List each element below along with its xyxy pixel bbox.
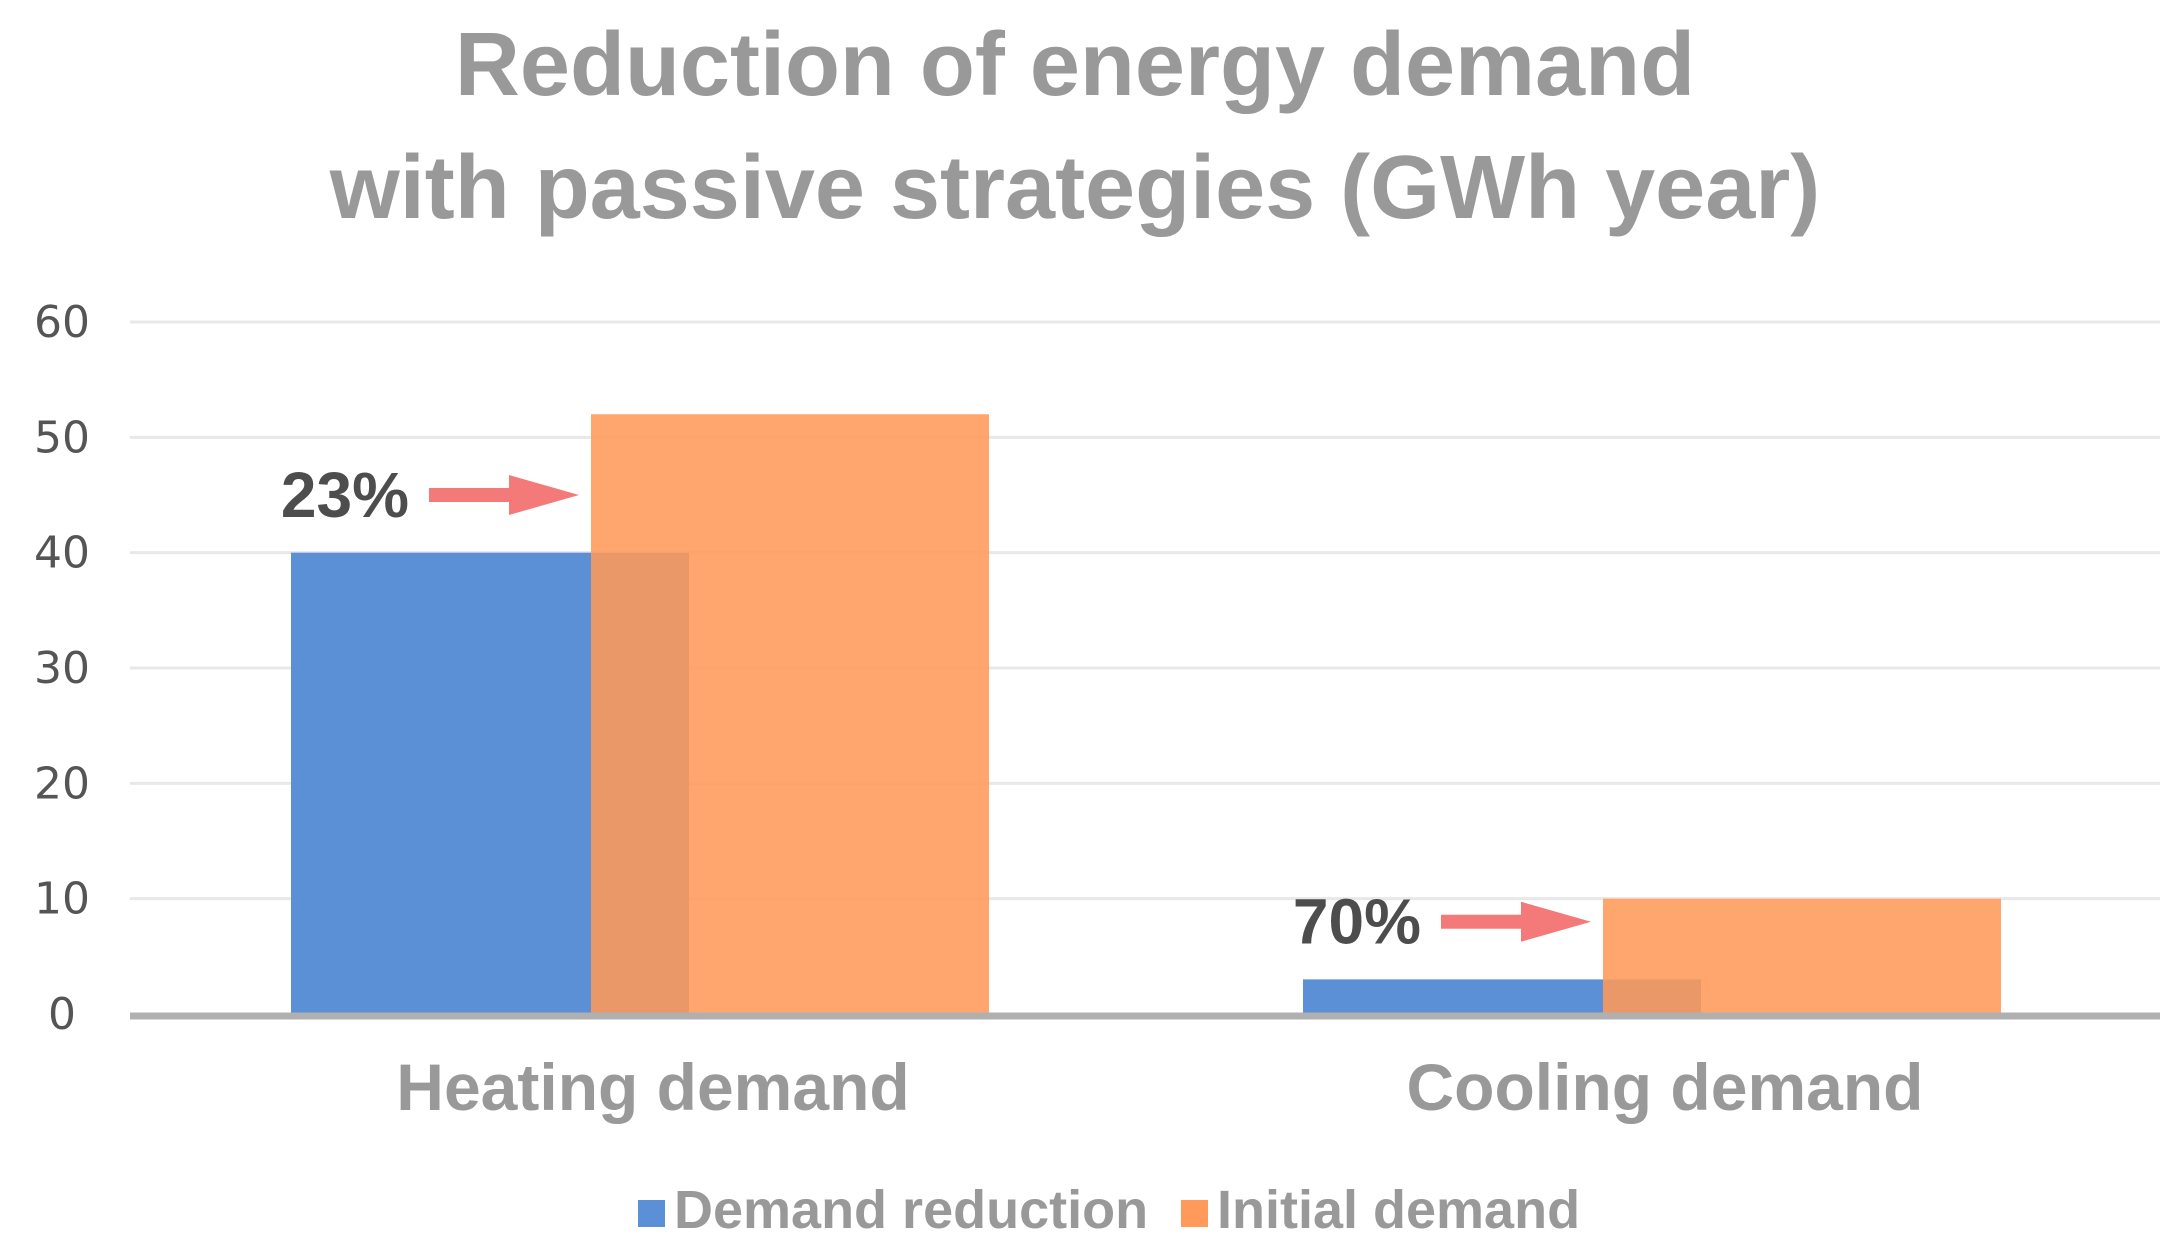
legend-label: Initial demand <box>1217 1180 1580 1240</box>
x-category-label: Cooling demand <box>1407 1050 1924 1124</box>
y-tick-label: 50 <box>34 412 90 463</box>
annotation-arrow-shaft <box>1441 914 1531 929</box>
y-tick-label: 10 <box>34 874 90 925</box>
annotations: 23% 70% <box>281 459 1591 958</box>
chart-title-line-1: Reduction of energy demand <box>455 15 1695 115</box>
annotation-percent-label: 23% <box>281 459 409 531</box>
bar-initial-demand-cooling-demand <box>1603 898 2001 1014</box>
legend-swatch <box>638 1200 665 1227</box>
x-category-label: Heating demand <box>396 1050 909 1124</box>
bar-initial-demand-heating-demand <box>591 414 989 1014</box>
annotation-percent-label: 70% <box>1293 886 1421 958</box>
legend-label: Demand reduction <box>674 1180 1148 1240</box>
bars <box>291 414 2001 1014</box>
annotation-arrow-head <box>509 475 579 515</box>
y-tick-label: 40 <box>34 528 90 579</box>
annotation-arrow-head <box>1521 901 1591 942</box>
legend: Demand reduction Initial demand <box>638 1180 1580 1240</box>
y-tick-label: 20 <box>34 758 90 809</box>
y-tick-label: 30 <box>34 643 90 694</box>
chart-title-line-2: with passive strategies (GWh year) <box>329 138 1821 238</box>
legend-swatch <box>1181 1200 1208 1227</box>
y-tick-label: 60 <box>34 297 90 348</box>
y-axis-ticks: 0 10 20 30 40 50 60 <box>34 297 90 1040</box>
chart-title: Reduction of energy demand with passive … <box>329 15 1821 238</box>
x-axis-labels: Heating demand Cooling demand <box>396 1050 1923 1124</box>
y-tick-label: 0 <box>48 989 76 1040</box>
annotation-arrow-shaft <box>429 488 519 502</box>
